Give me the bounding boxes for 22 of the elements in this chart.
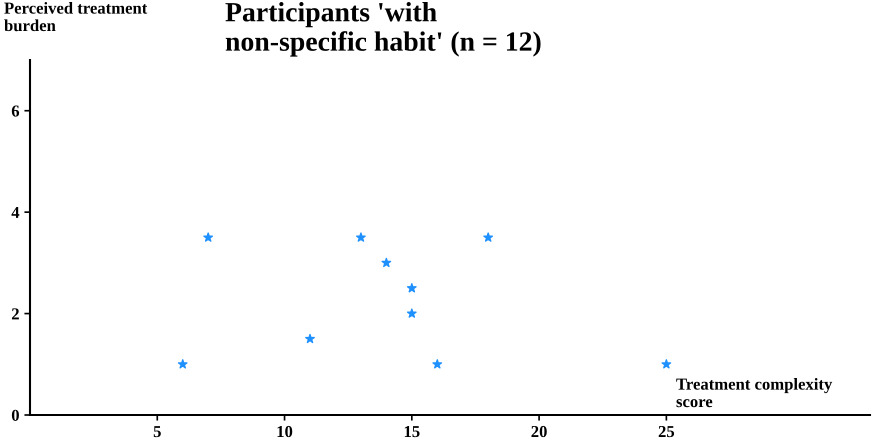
point xyxy=(406,308,417,318)
y-tick-label: 4 xyxy=(11,206,20,218)
point xyxy=(356,232,366,242)
x-tick-label: 15 xyxy=(404,426,420,438)
point xyxy=(381,258,392,268)
x-tick-label: 10 xyxy=(278,426,292,438)
y-axis-title: Perceived treatment burden xyxy=(4,2,148,32)
x-axis-title: Treatment complexity score xyxy=(676,378,832,408)
y-tick-label: 2 xyxy=(12,308,19,320)
point xyxy=(661,359,672,369)
point xyxy=(178,359,188,369)
x-tick-label: 25 xyxy=(658,426,674,438)
y-tick-label: 6 xyxy=(12,105,20,117)
point xyxy=(305,334,315,344)
point xyxy=(483,232,494,242)
x-tick-label: 5 xyxy=(154,426,161,438)
point xyxy=(432,359,442,369)
x-tick-label: 20 xyxy=(531,426,547,438)
point xyxy=(406,283,417,292)
chart-title: Participants 'with non-specific habit' (n = 12) xyxy=(225,2,541,57)
point xyxy=(203,232,214,242)
y-tick-label: 0 xyxy=(12,410,19,421)
